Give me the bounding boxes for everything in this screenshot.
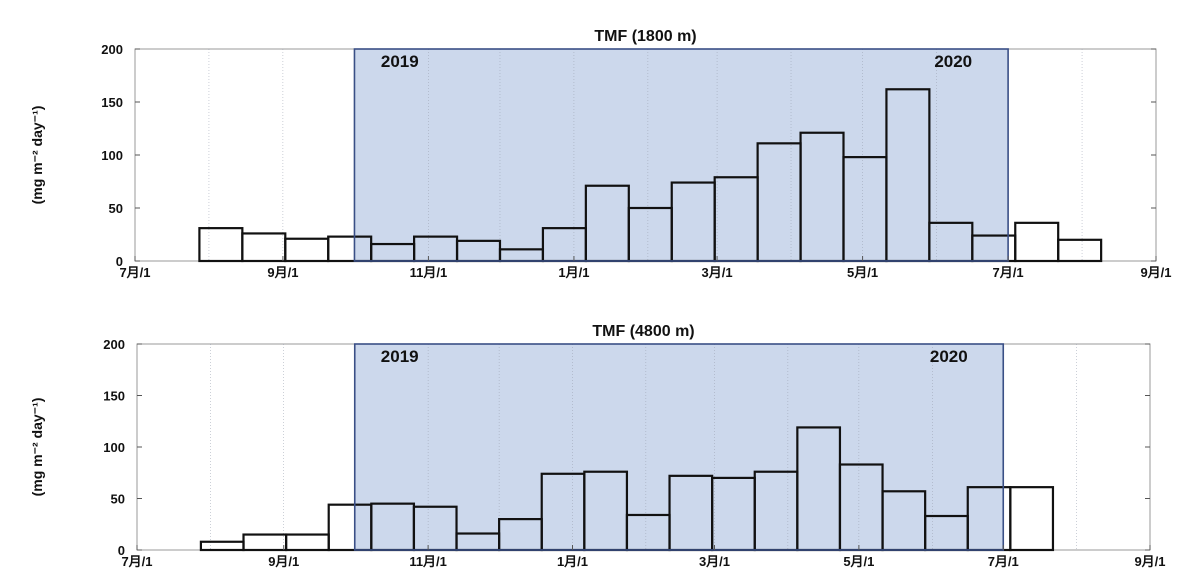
y-tick-label: 0 [118, 543, 125, 558]
y-axis-label: (mg m⁻² day⁻¹) [29, 398, 45, 497]
highlight-period [354, 344, 1004, 550]
x-tick-label: 5月/1 [847, 265, 878, 280]
x-tick-label: 9月/1 [267, 265, 298, 280]
year-label: 2019 [381, 52, 419, 71]
panel-tmf-4800: 0 50 100 150 200 7月/1 9月/1 11月/1 1月/1 3月/1 5月/1 7月/… [29, 323, 1166, 569]
y-tick-label: 200 [103, 337, 125, 352]
x-tick-label: 7月/1 [119, 265, 150, 280]
x-tick-label: 7月/1 [988, 554, 1019, 569]
y-tick-label: 150 [101, 95, 123, 110]
x-tick-label: 7月/1 [121, 554, 152, 569]
chart-title: TMF (1800 m) [594, 28, 696, 45]
x-tick-label: 11月/1 [409, 554, 447, 569]
x-tick-label: 5月/1 [843, 554, 874, 569]
y-axis-label: (mg m⁻² day⁻¹) [29, 106, 45, 205]
y-tick-label: 150 [103, 389, 125, 404]
x-tick-label: 9月/1 [1134, 554, 1165, 569]
x-tick-label: 1月/1 [558, 265, 589, 280]
y-tick-label: 100 [101, 148, 123, 163]
panel-tmf-1800: 0 50 100 150 200 7月/1 9月/1 11月/1 1月/1 3月/1 5月/1 7月/… [29, 28, 1172, 280]
y-tick-label: 0 [116, 254, 123, 269]
bar [1009, 486, 1055, 552]
highlight-period [354, 49, 1009, 261]
y-tick-label: 50 [111, 492, 125, 507]
bar [1057, 238, 1103, 263]
x-tick-label: 11月/1 [410, 265, 448, 280]
x-tick-label: 9月/1 [1140, 265, 1171, 280]
x-tick-label: 9月/1 [268, 554, 299, 569]
x-tick-label: 3月/1 [699, 554, 730, 569]
year-label: 2019 [381, 347, 419, 366]
y-tick-label: 100 [103, 440, 125, 455]
year-label: 2020 [934, 52, 972, 71]
x-tick-label: 3月/1 [702, 265, 733, 280]
highlight-border [353, 48, 1009, 262]
x-tick-label: 1月/1 [557, 554, 588, 569]
x-tick-label: 7月/1 [993, 265, 1024, 280]
y-tick-label: 200 [101, 42, 123, 57]
y-tick-label: 50 [109, 201, 123, 216]
year-label: 2020 [930, 347, 968, 366]
highlight-border [353, 343, 1005, 551]
chart-title: TMF (4800 m) [592, 323, 694, 340]
